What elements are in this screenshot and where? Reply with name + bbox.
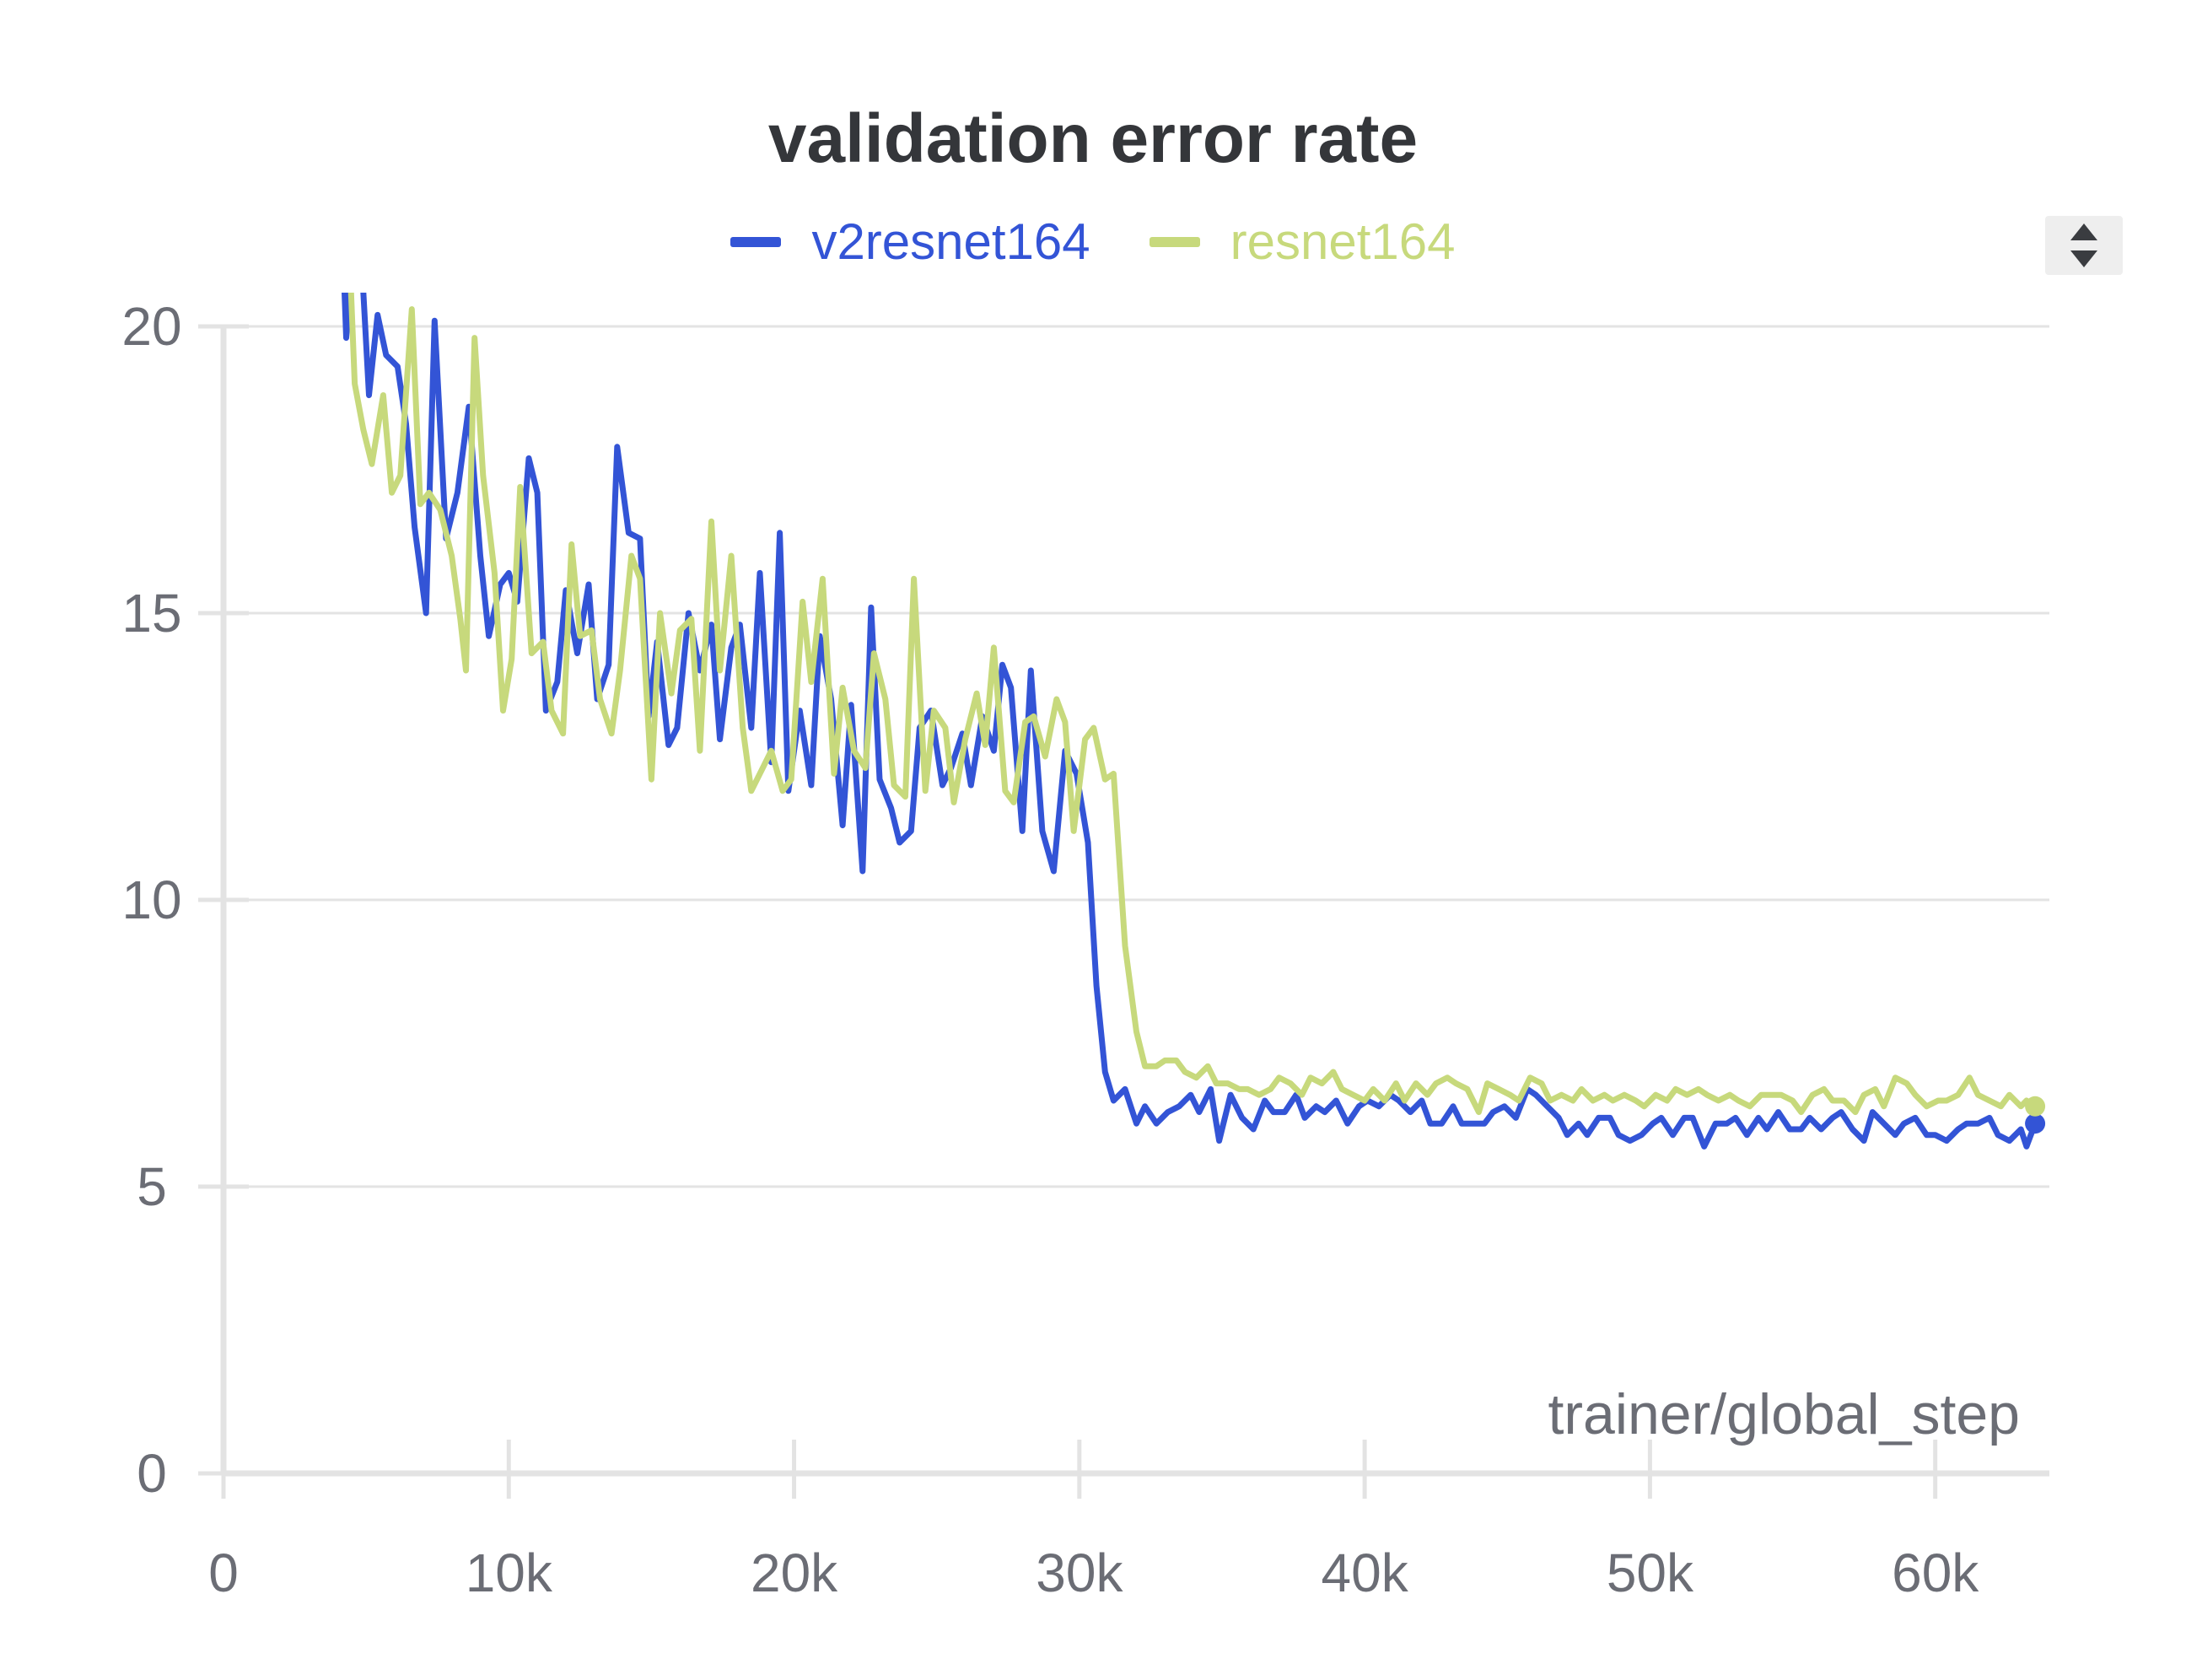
legend-swatch-v2resnet164: [730, 236, 782, 247]
sort-toggle-button[interactable]: [2045, 216, 2123, 275]
legend-label-v2resnet164: v2resnet164: [811, 213, 1090, 270]
series-lines: [341, 183, 2046, 1150]
series-line-resnet164[interactable]: [347, 240, 2038, 1116]
x-tick-label: 50k: [1607, 1543, 1694, 1603]
legend-label-resnet164: resnet164: [1230, 213, 1456, 270]
legend-item-v2resnet164[interactable]: v2resnet164: [730, 213, 1090, 271]
y-tick-label: 15: [121, 583, 181, 643]
x-tick-label: 20k: [751, 1543, 838, 1603]
y-tick-label: 10: [121, 870, 181, 930]
y-tick-label: 20: [121, 296, 181, 357]
axes: [198, 324, 2049, 1499]
y-tick-label: 5: [137, 1156, 167, 1217]
gridlines: [223, 325, 2049, 1188]
series-line-v2resnet164[interactable]: [341, 183, 2038, 1150]
x-tick-label: 10k: [466, 1543, 553, 1603]
x-axis-title: trainer/global_step: [1548, 1382, 2020, 1446]
sort-icon: [2070, 223, 2097, 267]
series-end-point-v2resnet164[interactable]: [2025, 1113, 2046, 1134]
series-end-point-resnet164[interactable]: [2025, 1096, 2046, 1117]
y-tick-label: 0: [137, 1443, 167, 1504]
x-tick-label: 60k: [1892, 1543, 1979, 1603]
x-tick-label: 30k: [1036, 1543, 1123, 1603]
legend-swatch-resnet164: [1149, 236, 1200, 247]
legend-item-resnet164[interactable]: resnet164: [1149, 213, 1456, 271]
chart-title: validation error rate: [767, 100, 1419, 177]
x-tick-label: 0: [208, 1543, 239, 1603]
tick-labels: 0 5 10 15 20 0 10k 20k 30k 40k 50k 60k: [121, 296, 1979, 1603]
legend: v2resnet164 resnet164: [0, 213, 2186, 271]
x-tick-label: 40k: [1322, 1543, 1409, 1603]
